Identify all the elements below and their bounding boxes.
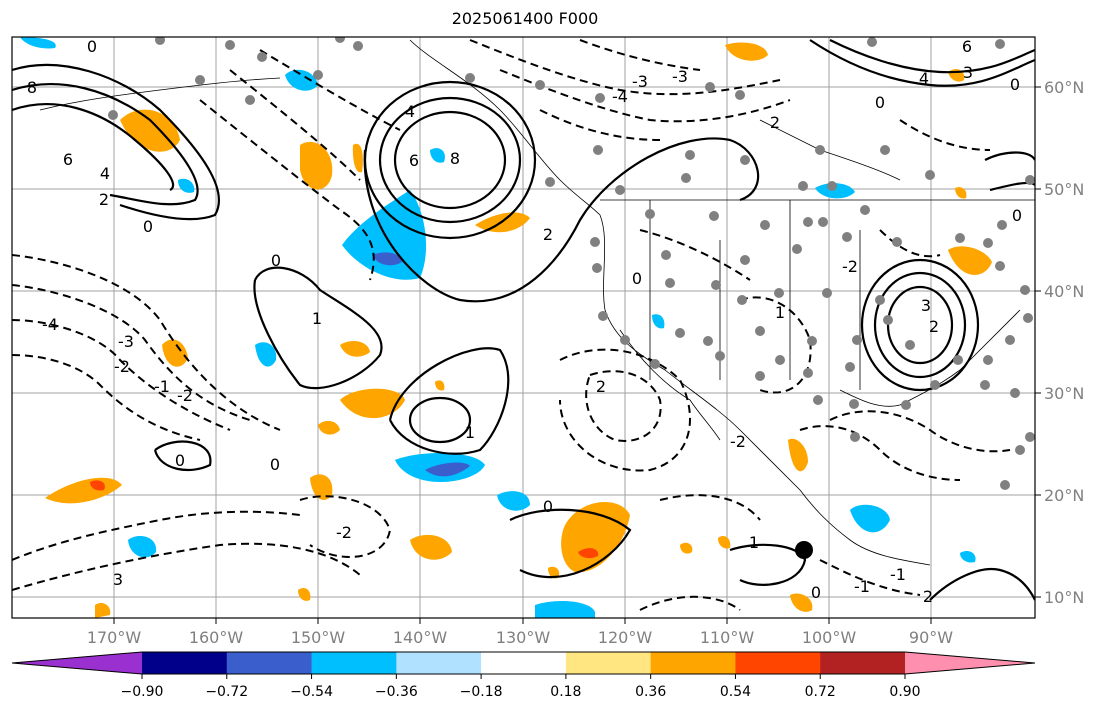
colorbar-label: 0.90: [889, 684, 920, 700]
colorbar-label: 0.54: [720, 684, 751, 700]
contour-label: 8: [27, 78, 37, 97]
contour-label: -2: [114, 357, 130, 376]
contour-label: 2: [770, 113, 780, 132]
contour-label: 1: [312, 309, 322, 328]
contour-label: 8: [450, 149, 460, 168]
lat-tick-label: 30°N: [1044, 384, 1084, 403]
contour-label: 0: [1012, 206, 1022, 225]
lon-tick-label: 100°W: [802, 628, 857, 647]
colorbar-label: −0.90: [121, 684, 164, 700]
contour-label: 1: [465, 423, 475, 442]
colorbar-segment: [481, 652, 567, 674]
contour-label: 2: [99, 190, 109, 209]
colorbar-segment: [226, 652, 313, 674]
colorbar-extend-low: [12, 652, 142, 674]
colorbar-label: −0.36: [375, 684, 418, 700]
solid-contours: [12, 39, 1035, 601]
colorbar-segment: [735, 652, 821, 674]
lat-tick-label: 40°N: [1044, 282, 1084, 301]
contour-label: 0: [87, 37, 97, 56]
colorbar-extend-high: [905, 652, 1035, 674]
contour-label: 4: [405, 102, 415, 121]
contour-label: 0: [143, 217, 153, 236]
lat-tick-label: 10°N: [1044, 588, 1084, 607]
contour-label: 3: [963, 63, 973, 82]
contour-label: 6: [409, 151, 419, 170]
contour-label: -2: [177, 386, 193, 405]
lat-tick-label: 20°N: [1044, 486, 1084, 505]
contour-label: 2: [929, 317, 939, 336]
contour-label: 2: [596, 377, 606, 396]
lon-tick-label: 140°W: [393, 628, 448, 647]
dashed-contours: [12, 39, 1011, 611]
contour-label: 1: [775, 303, 785, 322]
contour-label: 2: [543, 225, 553, 244]
lon-tick-label: 170°W: [87, 628, 142, 647]
colorbar: −0.90 −0.72 −0.54 −0.36 −0.18 0.18 0.36 0.54 0.7…: [11, 651, 1036, 700]
contour-label: -3: [672, 67, 688, 86]
contour-label: 0: [632, 269, 642, 288]
contour-label: 0: [270, 455, 280, 474]
contour-label: 1: [749, 533, 759, 552]
lon-tick-label: 130°W: [496, 628, 551, 647]
contour-label: -4: [42, 315, 58, 334]
contour-label: -2: [730, 432, 746, 451]
contour-label: 3: [113, 570, 123, 589]
colorbar-segment: [311, 652, 397, 674]
colorbar-label: −0.72: [205, 684, 248, 700]
lon-tick-label: 110°W: [700, 628, 755, 647]
station-dots: [108, 37, 1035, 490]
contour-label: -1: [890, 565, 906, 584]
contour-label: 0: [271, 251, 281, 270]
colorbar-label: −0.18: [460, 684, 503, 700]
colorbar-segment: [820, 652, 906, 674]
location-marker: [795, 541, 813, 559]
contour-label: 3: [921, 296, 931, 315]
lat-tick-label: 60°N: [1044, 78, 1084, 97]
contour-label: -3: [118, 332, 134, 351]
contour-label: -1: [154, 377, 170, 396]
contour-label: 2: [923, 587, 933, 606]
colorbar-segment: [565, 652, 652, 674]
lon-tick-label: 160°W: [189, 628, 244, 647]
lon-tick-label: 120°W: [598, 628, 653, 647]
shaded-field: [20, 37, 992, 618]
contour-label: 0: [175, 451, 185, 470]
contour-label: 4: [100, 164, 110, 183]
colorbar-label: 0.72: [805, 684, 836, 700]
lon-tick-label: 150°W: [291, 628, 346, 647]
longitude-ticks: 170°W 160°W 150°W 140°W 130°W 120°W 110°W 100°W…: [87, 618, 953, 647]
latitude-ticks: 60°N 50°N 40°N 30°N 20°N 10°N: [1035, 78, 1084, 607]
lon-tick-label: 90°W: [909, 628, 953, 647]
lat-tick-label: 50°N: [1044, 180, 1084, 199]
colorbar-segment: [142, 652, 228, 674]
contour-label: 0: [1010, 75, 1020, 94]
contour-label: -2: [336, 523, 352, 542]
contour-label: 0: [811, 583, 821, 602]
colorbar-segment: [650, 652, 736, 674]
contour-label: 6: [962, 37, 972, 56]
contour-label: 0: [543, 497, 553, 516]
contour-label: 6: [63, 150, 73, 169]
contour-label: 0: [875, 93, 885, 112]
contour-label: -1: [854, 577, 870, 596]
contour-label: -2: [842, 257, 858, 276]
contour-label: -4: [612, 87, 628, 106]
colorbar-segment: [396, 652, 482, 674]
plot-title: 2025061400 F000: [451, 9, 599, 28]
contour-label: -3: [632, 72, 648, 91]
colorbar-label: −0.54: [290, 684, 333, 700]
contour-label: 4: [919, 69, 929, 88]
colorbar-label: 0.18: [550, 684, 581, 700]
colorbar-label: 0.36: [635, 684, 666, 700]
